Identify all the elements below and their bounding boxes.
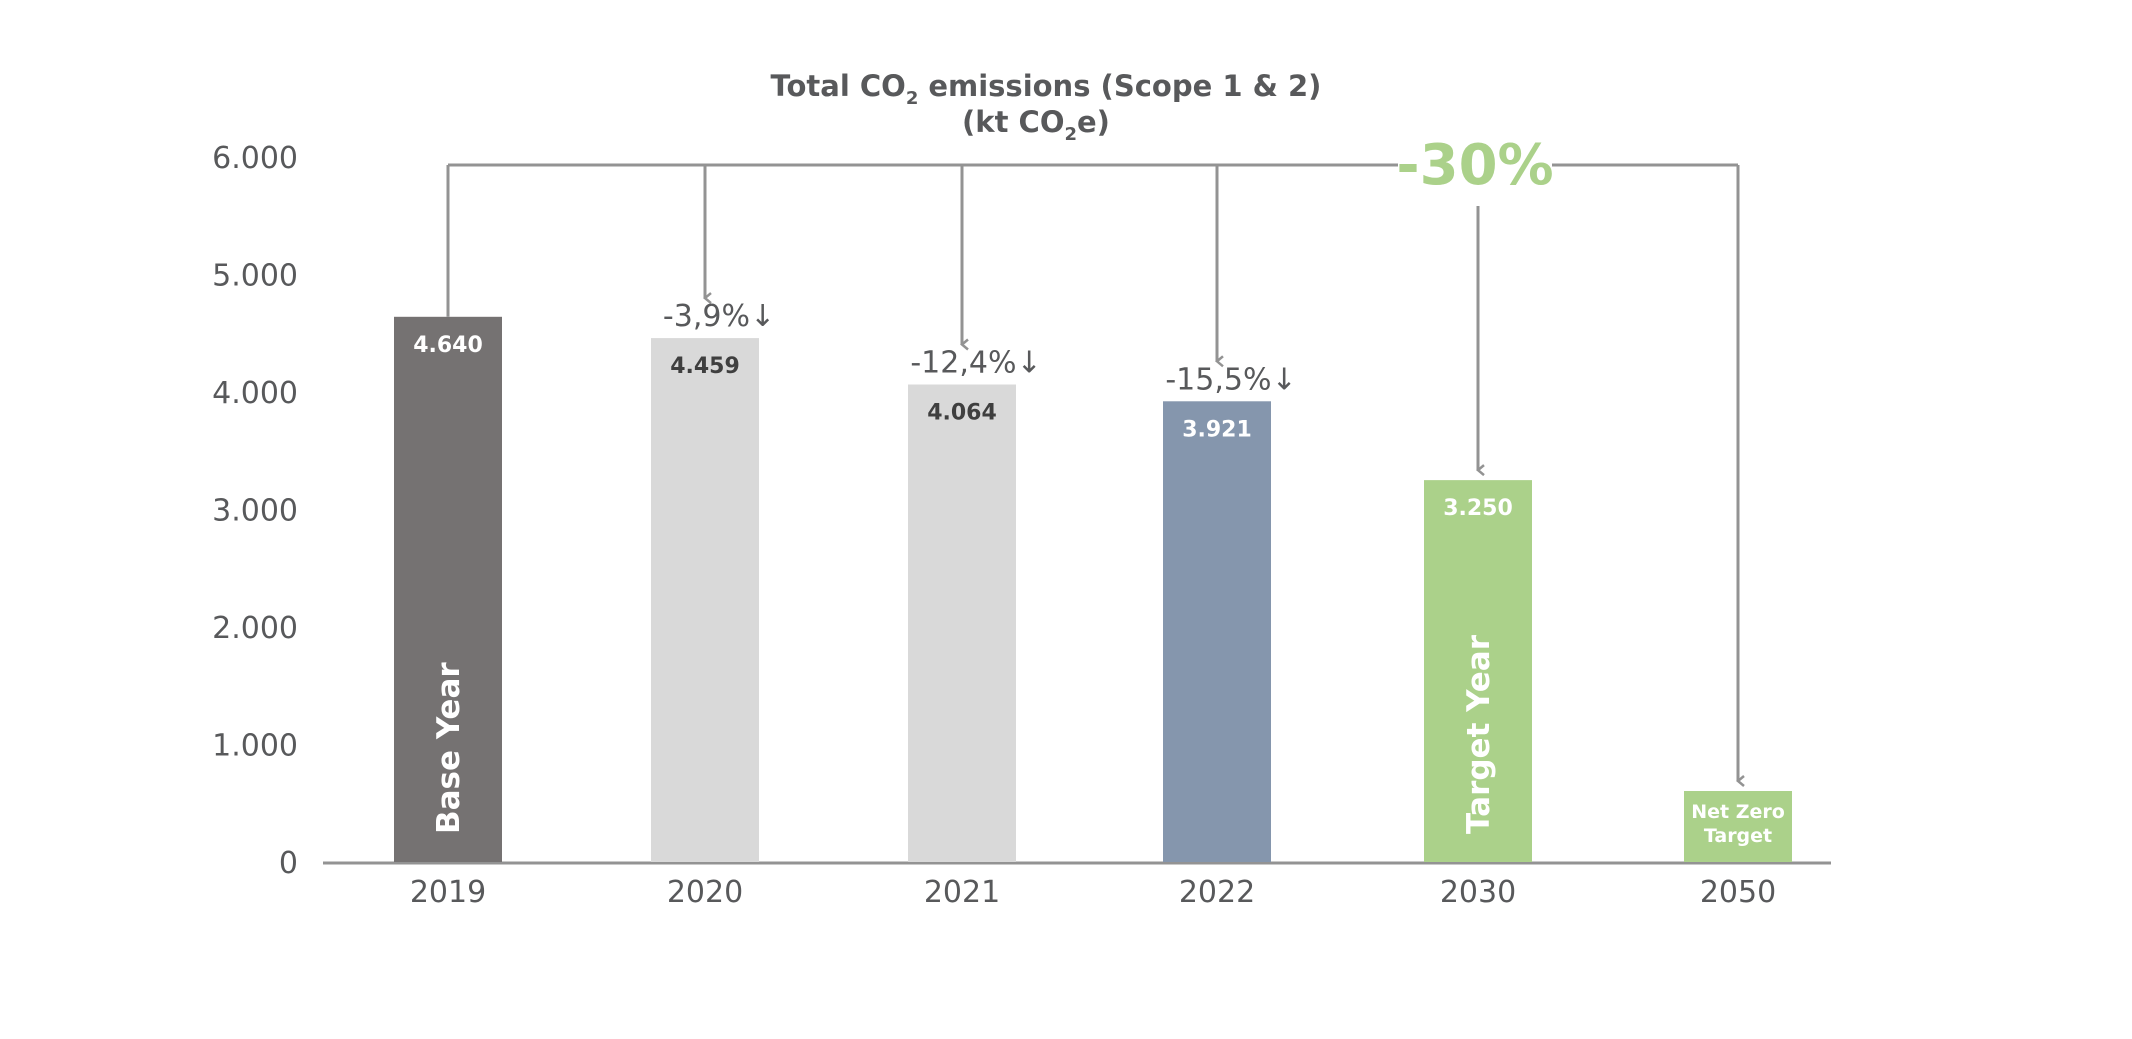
x-tick-label-2050: 2050 [1700, 875, 1776, 910]
vertical-label-2030: Target Year [1461, 634, 1497, 834]
bars-layer [394, 316, 1792, 862]
labels-layer: 2019 4.640 Base Year 2020 4.459 -3,9%↓ 2021 4.0… [410, 133, 1785, 910]
x-tick-label-2020: 2020 [667, 875, 743, 910]
value-label-2021: 4.064 [927, 400, 997, 425]
bar-2019 [394, 316, 502, 862]
bar-2021 [908, 384, 1016, 862]
net-zero-label-line2: Target [1704, 825, 1772, 847]
bar-2022 [1163, 401, 1271, 862]
value-label-2020: 4.459 [670, 354, 740, 379]
chart-title-line2: (kt CO2e) [962, 105, 1110, 145]
value-label-2022: 3.921 [1182, 417, 1252, 442]
x-tick-label-2030: 2030 [1440, 875, 1516, 910]
overall-reduction-label: -30% [1396, 133, 1553, 198]
bar-2030 [1424, 480, 1532, 862]
y-tick-label: 5.000 [212, 259, 298, 294]
value-label-2019: 4.640 [413, 333, 483, 358]
x-tick-label-2021: 2021 [924, 875, 1000, 910]
change-label-2022: -15,5%↓ [1165, 362, 1296, 397]
bar-2020 [651, 338, 759, 862]
x-tick-label-2019: 2019 [410, 875, 486, 910]
chart-title-line1: Total CO2 emissions (Scope 1 & 2) [771, 69, 1322, 109]
value-label-2030: 3.250 [1443, 496, 1513, 521]
y-tick-label: 4.000 [212, 376, 298, 411]
y-tick-label: 3.000 [212, 494, 298, 529]
y-tick-label: 0 [279, 846, 298, 881]
net-zero-label-line1: Net Zero [1691, 801, 1785, 823]
y-tick-label: 6.000 [212, 141, 298, 176]
axis-layer: 0 1.000 2.000 3.000 4.000 5.000 6.000 [212, 141, 1831, 881]
y-tick-label: 1.000 [212, 729, 298, 764]
change-label-2020: -3,9%↓ [663, 299, 775, 334]
y-tick-label: 2.000 [212, 611, 298, 646]
x-tick-label-2022: 2022 [1179, 875, 1255, 910]
bar-2050 [1684, 791, 1792, 862]
change-label-2021: -12,4%↓ [910, 345, 1041, 380]
vertical-label-2019: Base Year [431, 662, 467, 834]
connector-layer [446, 163, 1745, 787]
